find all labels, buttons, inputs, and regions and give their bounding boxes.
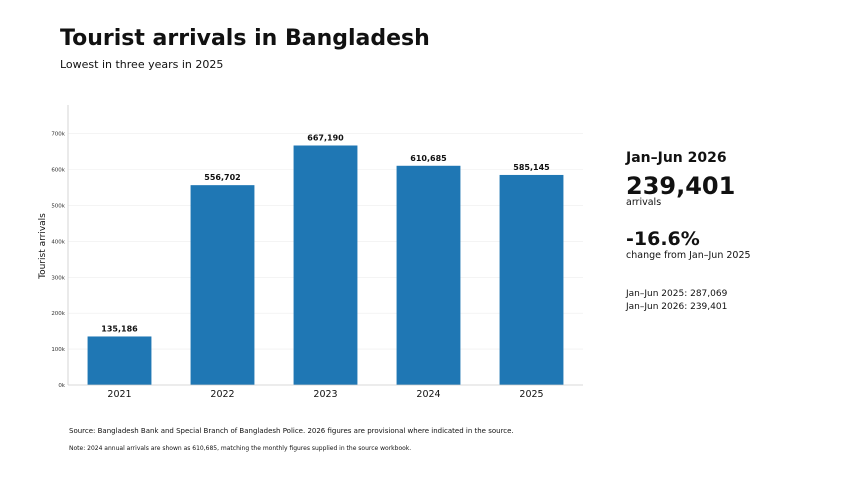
y-tick-label: 200k	[51, 311, 65, 317]
bar-2022	[190, 185, 255, 385]
side-big-value: 239,401	[626, 172, 736, 200]
side-change-label: change from Jan–Jun 2025	[626, 250, 751, 261]
x-tick-label: 2025	[519, 389, 543, 400]
side-period-heading: Jan–Jun 2026	[626, 150, 727, 166]
x-tick-label: 2022	[210, 389, 234, 400]
x-tick-label: 2023	[313, 389, 337, 400]
bar-2025	[499, 174, 564, 385]
source-note: Source: Bangladesh Bank and Special Bran…	[69, 427, 514, 435]
data-label: 667,190	[307, 133, 344, 142]
bars	[87, 145, 564, 385]
y-tick-label: 100k	[51, 347, 65, 353]
x-tick-label: 2024	[416, 389, 440, 400]
axes: 0k 100k 200k 300k 400k 500k 600k 700k 2021 2022 20…	[51, 105, 583, 400]
data-labels: 135,186 556,702 667,190 610,685 585,145	[101, 133, 550, 333]
y-tick-label: 500k	[51, 204, 65, 210]
side-comparison-2025: Jan–Jun 2025: 287,069	[626, 289, 728, 299]
x-tick-label: 2021	[107, 389, 131, 400]
side-comparison-2026: Jan–Jun 2026: 239,401	[626, 302, 728, 312]
y-tick-label: 400k	[51, 239, 65, 245]
y-axis-label: Tourist arrivals	[38, 213, 48, 280]
chart-subtitle: Lowest in three years in 2025	[60, 58, 224, 71]
chart-title: Tourist arrivals in Bangladesh	[60, 26, 430, 51]
side-change-value: -16.6%	[626, 228, 700, 250]
data-label: 135,186	[101, 324, 138, 333]
bar-2023	[293, 145, 358, 385]
data-label: 556,702	[204, 173, 240, 182]
bar-2021	[87, 336, 152, 385]
data-label: 610,685	[410, 154, 447, 163]
y-tick-label: 600k	[51, 168, 65, 174]
data-label: 585,145	[513, 163, 550, 172]
y-tick-label: 700k	[51, 132, 65, 138]
y-tick-label: 300k	[51, 275, 65, 281]
side-big-label: arrivals	[626, 197, 662, 208]
y-tick-label: 0k	[58, 383, 65, 389]
footnote: Note: 2024 annual arrivals are shown as …	[69, 445, 412, 452]
bar-2024	[396, 165, 461, 385]
